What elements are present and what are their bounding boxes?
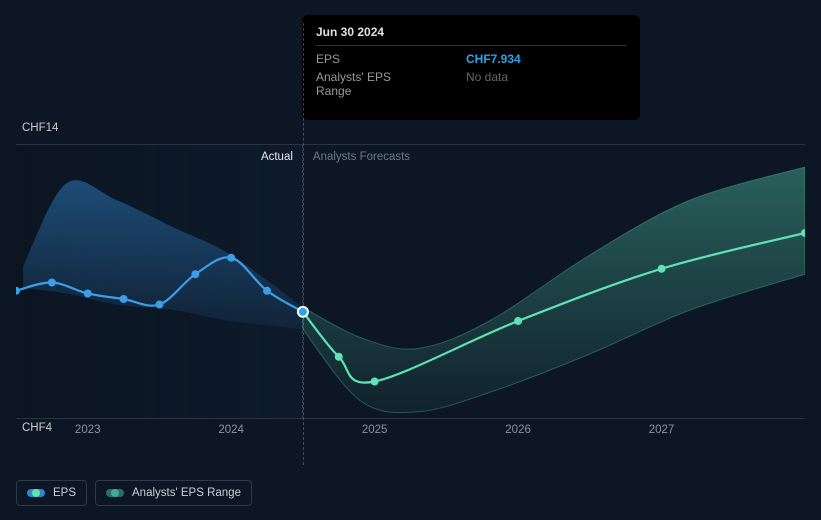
legend-dot-icon bbox=[111, 489, 119, 497]
x-axis-tick: 2027 bbox=[649, 424, 675, 436]
eps-actual-marker bbox=[191, 270, 199, 278]
x-axis-tick: 2023 bbox=[75, 424, 101, 436]
tooltip-row-label: Analysts' EPS Range bbox=[316, 70, 426, 98]
tooltip-row-value: CHF7.934 bbox=[466, 52, 521, 66]
eps-actual-marker bbox=[48, 279, 56, 287]
legend-label: Analysts' EPS Range bbox=[132, 487, 241, 499]
chart-legend: EPS Analysts' EPS Range bbox=[16, 480, 252, 506]
x-axis-tick: 2024 bbox=[218, 424, 244, 436]
eps-actual-marker bbox=[84, 290, 92, 298]
actual-range-area bbox=[23, 180, 303, 329]
legend-dot-icon bbox=[32, 489, 40, 497]
legend-swatch-icon bbox=[106, 489, 124, 497]
plot-area[interactable]: Actual Analysts Forecasts bbox=[16, 144, 805, 419]
tooltip-row: Analysts' EPS Range No data bbox=[316, 70, 626, 98]
tooltip-row-label: EPS bbox=[316, 52, 426, 66]
legend-swatch-icon bbox=[27, 489, 45, 497]
tooltip-row: EPS CHF7.934 bbox=[316, 52, 626, 66]
chart-tooltip: Jun 30 2024 EPS CHF7.934 Analysts' EPS Ran… bbox=[302, 15, 640, 120]
chart-svg bbox=[16, 145, 805, 420]
x-axis-tick: 2025 bbox=[362, 424, 388, 436]
eps-actual-marker bbox=[155, 301, 163, 309]
eps-forecast-marker bbox=[514, 317, 522, 325]
x-axis-tick: 2026 bbox=[505, 424, 531, 436]
tooltip-date: Jun 30 2024 bbox=[316, 25, 626, 39]
legend-item-0[interactable]: EPS bbox=[16, 480, 87, 506]
x-axis-labels: 2023 2024 2025 2026 2027 bbox=[16, 424, 805, 444]
eps-chart: CHF14 Actual Analysts Forecasts CHF4 202… bbox=[16, 122, 805, 442]
eps-forecast-marker bbox=[658, 265, 666, 273]
forecast-range-area bbox=[303, 167, 805, 413]
legend-item-1[interactable]: Analysts' EPS Range bbox=[95, 480, 252, 506]
y-axis-top-label: CHF14 bbox=[22, 122, 58, 134]
eps-actual-marker bbox=[16, 287, 20, 295]
eps-forecast-marker bbox=[371, 378, 379, 386]
eps-actual-marker bbox=[120, 295, 128, 303]
eps-actual-marker bbox=[227, 254, 235, 262]
legend-label: EPS bbox=[53, 487, 76, 499]
eps-forecast-marker bbox=[335, 353, 343, 361]
tooltip-divider bbox=[316, 45, 626, 46]
tooltip-row-value: No data bbox=[466, 70, 508, 98]
hover-vertical-line bbox=[303, 23, 304, 465]
eps-actual-marker bbox=[263, 287, 271, 295]
